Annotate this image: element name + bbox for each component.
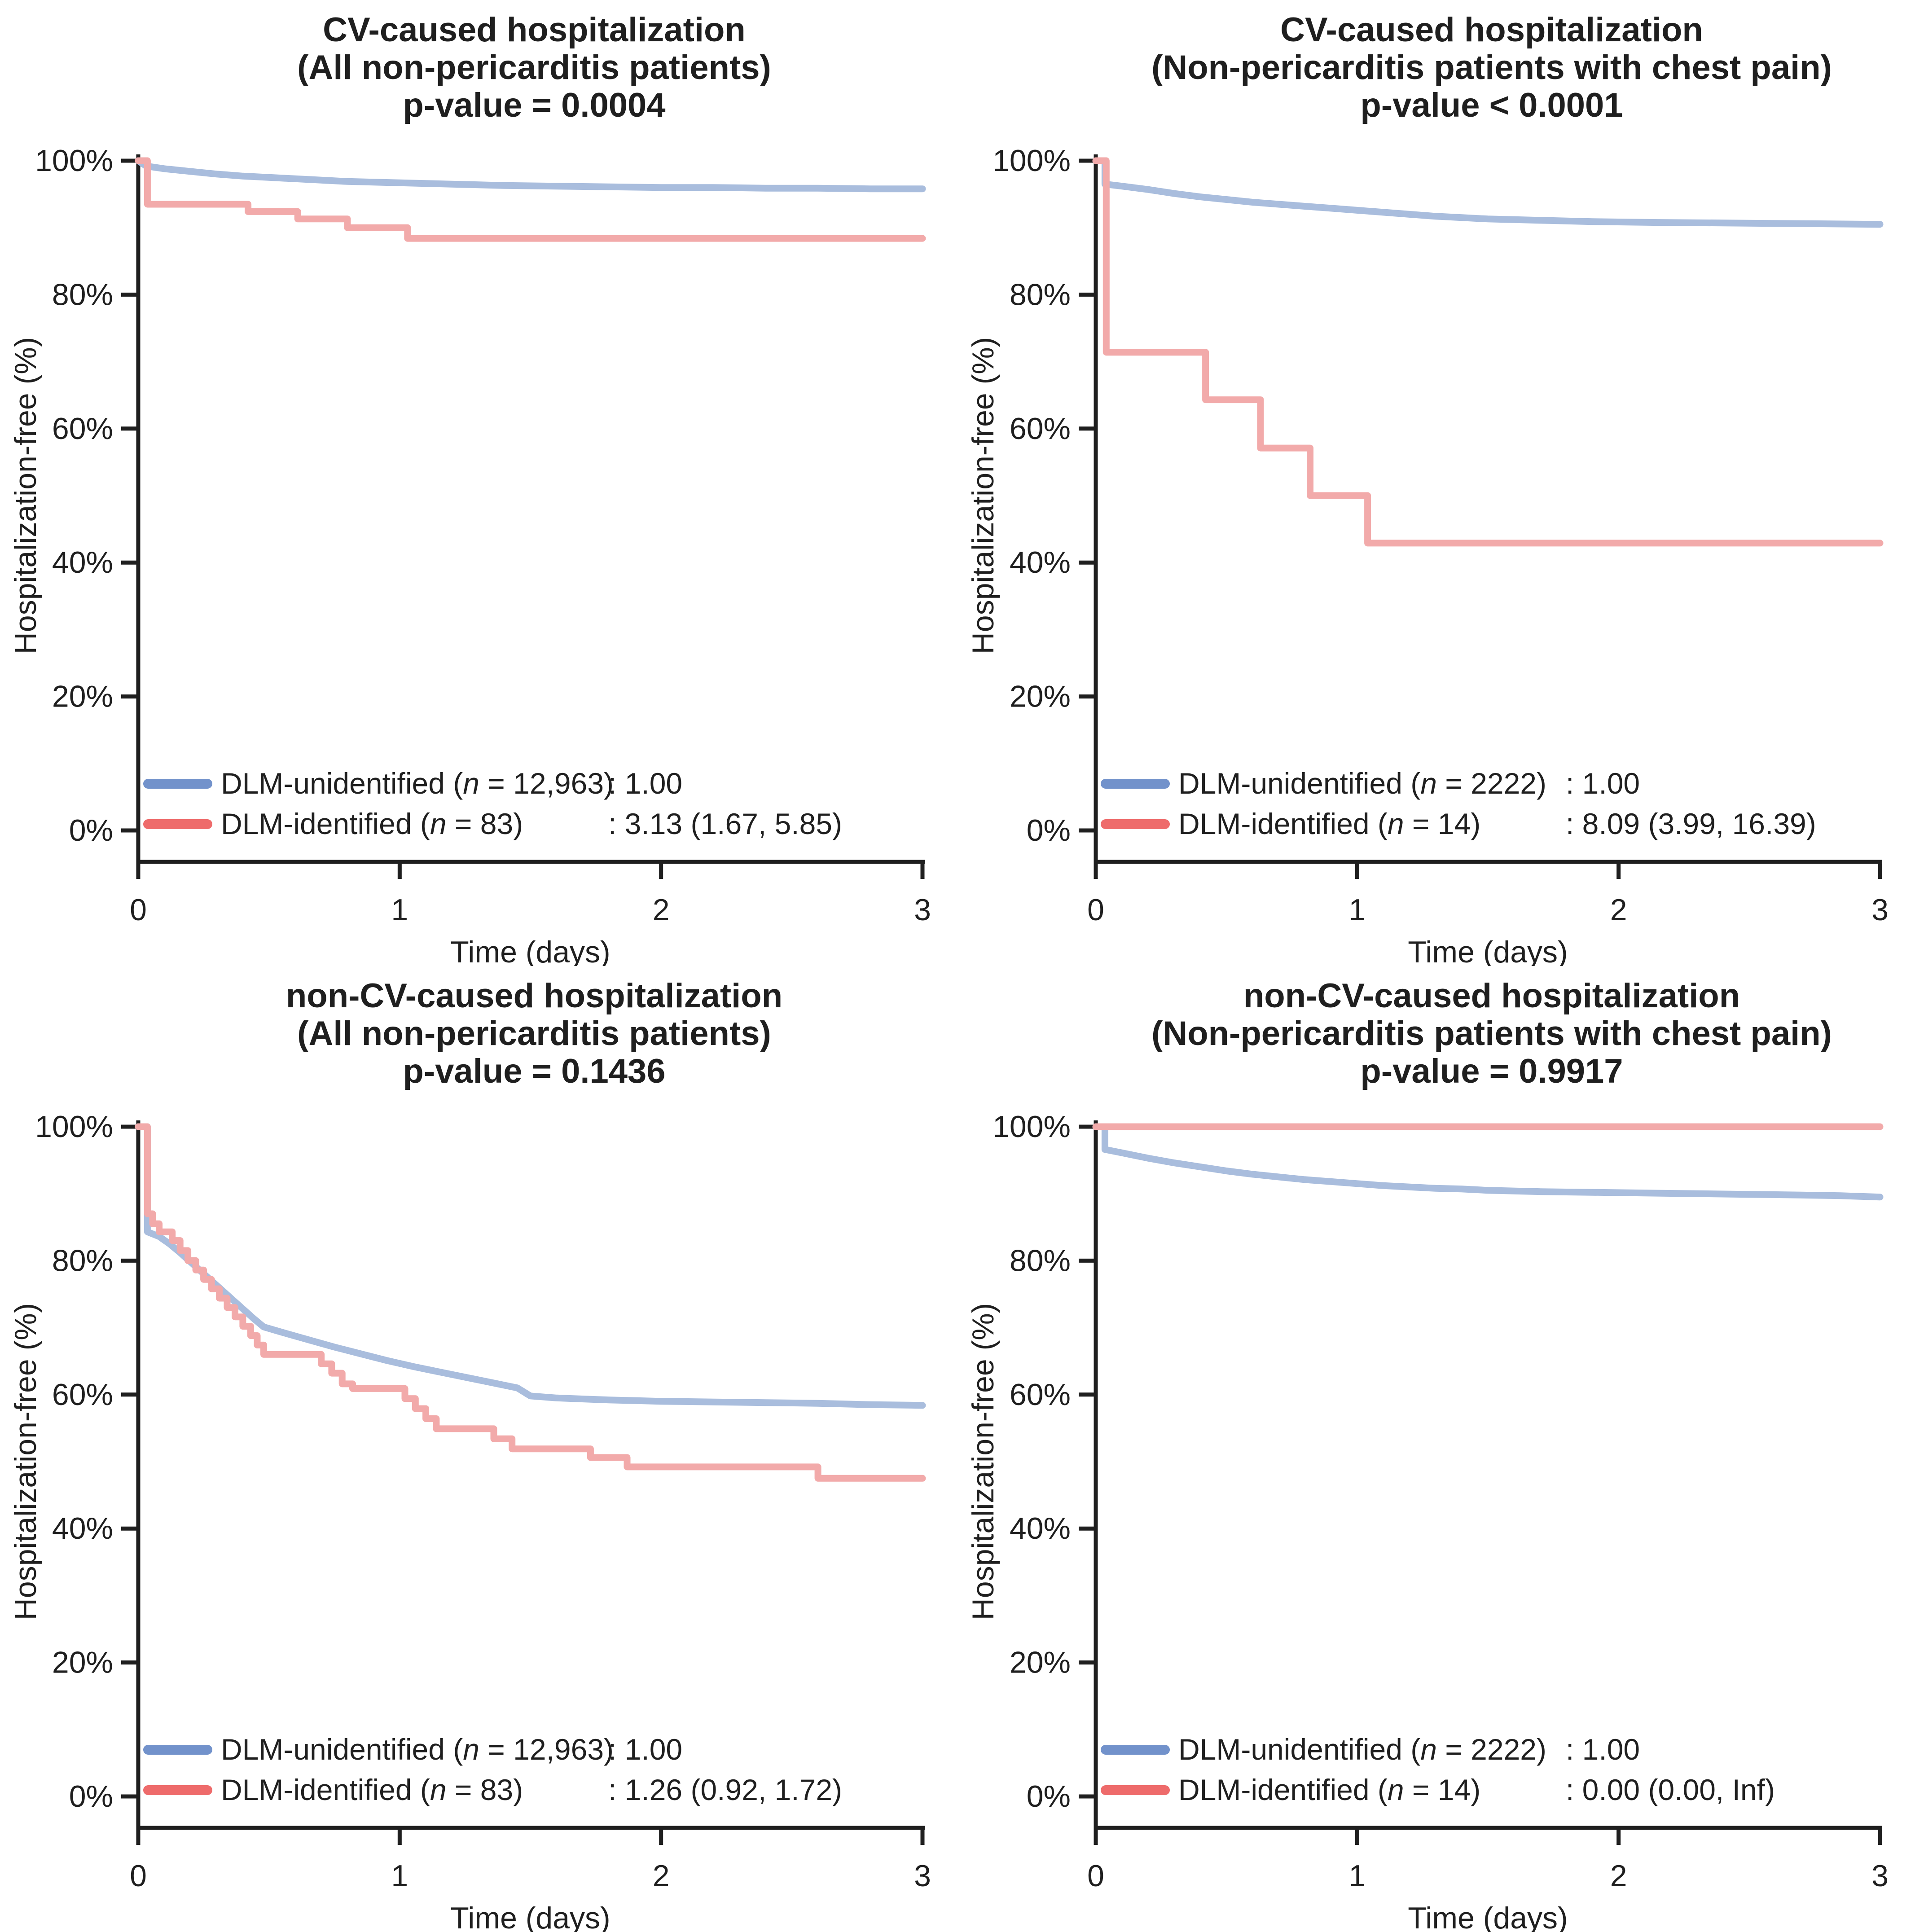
y-tick-label: 0% [1027,813,1071,847]
y-tick-label: 40% [52,1511,113,1546]
legend-label-dlm-unidentified: DLM-unidentified (n = 12,963) [221,767,614,800]
y-tick-label: 40% [1010,1511,1071,1546]
legend-label-dlm-unidentified: DLM-unidentified (n = 12,963) [221,1733,614,1766]
y-tick-label: 60% [52,1378,113,1412]
x-tick-label: 0 [1087,893,1104,927]
x-axis-title: Time (days) [1408,1901,1568,1932]
panel-title-line-1: non-CV-caused hospitalization [1243,977,1740,1015]
km-curve-dlm-identified [1092,157,1884,547]
y-axis-title: Hospitalization-free (%) [966,1303,1000,1620]
x-tick-label: 0 [1087,1859,1104,1893]
panel-noncv-chestpain-chart: non-CV-caused hospitalization(Non-perica… [966,977,1889,1932]
y-tick-label: 20% [1010,680,1071,714]
km-curve-dlm-unidentified [135,157,926,193]
y-tick-label: 0% [69,1779,113,1813]
x-tick-label: 1 [1348,1859,1366,1893]
panel-title-line-1: CV-caused hospitalization [1280,11,1703,49]
y-tick-label: 20% [52,680,113,714]
x-tick-label: 2 [1610,893,1627,927]
km-curve-dlm-unidentified [1092,157,1884,228]
legend-label-dlm-unidentified: DLM-unidentified (n = 2222) [1178,1733,1546,1766]
x-tick-label: 2 [653,893,670,927]
x-tick-label: 3 [1871,1859,1889,1893]
panel-title-line-2: (All non-pericarditis patients) [297,1014,771,1053]
legend-label-dlm-identified: DLM-identified (n = 83) [221,1773,523,1806]
y-tick-label: 60% [1010,1378,1071,1412]
y-axis-title: Hospitalization-free (%) [9,337,43,654]
panel-noncv-all: non-CV-caused hospitalization (All non-pe… [0,966,958,1932]
legend-value-dlm-identified: : 8.09 (3.99, 16.39) [1566,807,1816,840]
y-tick-label: 20% [1010,1646,1071,1680]
x-tick-label: 3 [914,893,931,927]
legend-value-dlm-identified: : 3.13 (1.67, 5.85) [608,807,842,840]
legend-label-dlm-identified: DLM-identified (n = 14) [1178,1773,1480,1806]
legend-value-dlm-unidentified: : 1.00 [608,1733,682,1766]
x-tick-label: 1 [391,1859,408,1893]
km-curve-dlm-unidentified [135,1123,926,1409]
y-tick-label: 0% [1027,1779,1071,1813]
panel-title-line-1: CV-caused hospitalization [323,11,746,49]
x-tick-label: 0 [130,1859,147,1893]
legend-value-dlm-identified: : 0.00 (0.00, Inf) [1566,1773,1775,1806]
y-tick-label: 40% [1010,545,1071,580]
panel-noncv-chestpain: non-CV-caused hospitalization (Non-perica… [958,966,1915,1932]
km-curve-dlm-identified [135,1123,926,1482]
legend-value-dlm-unidentified: : 1.00 [1566,1733,1640,1766]
km-curve-dlm-unidentified [1092,1123,1884,1201]
y-tick-label: 100% [993,1110,1071,1144]
y-axis-title: Hospitalization-free (%) [9,1303,43,1620]
panel-title-line-2: (Non-pericarditis patients with chest pa… [1151,1014,1832,1053]
x-tick-label: 2 [1610,1859,1627,1893]
km-curve-dlm-identified [135,157,926,242]
x-tick-label: 3 [914,1859,931,1893]
x-tick-label: 2 [653,1859,670,1893]
x-tick-label: 3 [1871,893,1889,927]
legend-value-dlm-unidentified: : 1.00 [1566,767,1640,800]
legend-value-dlm-identified: : 1.26 (0.92, 1.72) [608,1773,842,1806]
legend-value-dlm-unidentified: : 1.00 [608,767,682,800]
panel-title-line-1: non-CV-caused hospitalization [286,977,782,1015]
y-tick-label: 100% [35,1110,113,1144]
y-tick-label: 0% [69,813,113,847]
x-tick-label: 1 [1348,893,1366,927]
panel-cv-chestpain-chart: CV-caused hospitalization(Non-pericardit… [966,11,1889,966]
panel-cv-all: CV-caused hospitalization (All non-perica… [0,0,958,966]
x-axis-title: Time (days) [450,1901,610,1932]
y-tick-label: 80% [52,1243,113,1278]
x-tick-label: 0 [130,893,147,927]
y-tick-label: 60% [1010,412,1071,446]
x-axis-title: Time (days) [1408,935,1568,966]
panel-cv-all-chart: CV-caused hospitalization(All non-perica… [9,11,931,966]
y-tick-label: 20% [52,1646,113,1680]
panel-title-line-3: p-value < 0.0001 [1360,86,1623,124]
y-tick-label: 80% [1010,1243,1071,1278]
legend-label-dlm-unidentified: DLM-unidentified (n = 2222) [1178,767,1546,800]
y-tick-label: 60% [52,412,113,446]
y-tick-label: 80% [52,277,113,312]
panel-title-line-2: (All non-pericarditis patients) [297,48,771,87]
legend-label-dlm-identified: DLM-identified (n = 83) [221,807,523,840]
y-tick-label: 100% [993,144,1071,178]
panel-title-line-3: p-value = 0.1436 [403,1052,665,1090]
panel-title-line-3: p-value = 0.0004 [403,86,665,124]
y-tick-label: 80% [1010,277,1071,312]
x-axis-title: Time (days) [450,935,610,966]
y-axis-title: Hospitalization-free (%) [966,337,1000,654]
panel-title-line-3: p-value = 0.9917 [1360,1052,1623,1090]
panel-cv-chestpain: CV-caused hospitalization (Non-pericardit… [958,0,1915,966]
legend-label-dlm-identified: DLM-identified (n = 14) [1178,807,1480,840]
y-tick-label: 40% [52,545,113,580]
y-tick-label: 100% [35,144,113,178]
panel-noncv-all-chart: non-CV-caused hospitalization(All non-pe… [9,977,931,1932]
x-tick-label: 1 [391,893,408,927]
panel-title-line-2: (Non-pericarditis patients with chest pa… [1151,48,1832,87]
